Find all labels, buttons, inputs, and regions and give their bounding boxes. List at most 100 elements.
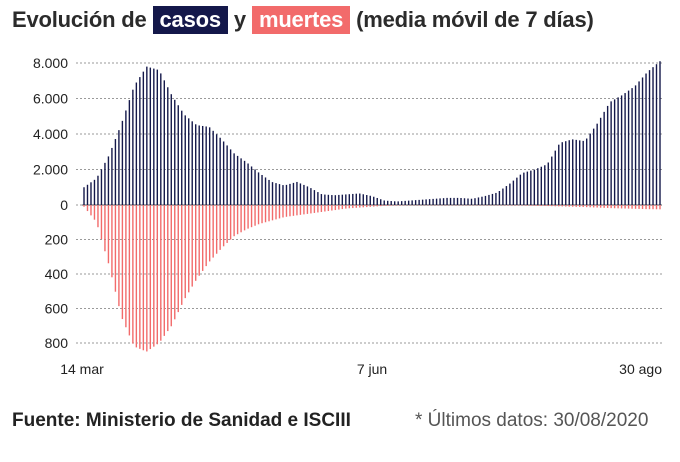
deaths-bar [338, 205, 340, 210]
deaths-bar [373, 205, 375, 207]
cases-bar [383, 200, 385, 205]
cases-bar [565, 141, 567, 205]
cases-bar [208, 127, 211, 205]
deaths-bar [540, 205, 543, 206]
deaths-bar [208, 205, 211, 262]
cases-bar [215, 134, 218, 205]
cases-bar [407, 200, 410, 205]
cases-bar [345, 194, 347, 205]
deaths-bar [575, 205, 577, 207]
deaths-bar [299, 205, 302, 215]
cases-bar [579, 140, 581, 205]
cases-bar [289, 183, 291, 205]
cases-bar [400, 201, 403, 205]
deaths-bar [229, 205, 232, 240]
deaths-bar [156, 205, 159, 345]
cases-bar [142, 71, 145, 205]
cases-bar [533, 169, 536, 205]
deaths-bar [219, 205, 221, 250]
cases-bar [449, 197, 452, 205]
x-axis-labels: 14 mar 7 jun 30 ago [60, 361, 662, 377]
cases-bar [613, 99, 616, 205]
deaths-bar [387, 205, 389, 206]
deaths-bar [624, 205, 626, 209]
cases-bar [275, 183, 277, 205]
deaths-bar [261, 205, 263, 224]
cases-bar [170, 94, 172, 205]
cases-bar [502, 188, 504, 205]
cases-bar [306, 186, 309, 205]
cases-bar [589, 133, 591, 205]
cases-bar [271, 182, 274, 205]
cases-bar [516, 177, 518, 205]
cases-bar [310, 188, 312, 205]
cases-bar [624, 93, 626, 205]
deaths-bar [390, 205, 392, 206]
cases-bar [404, 200, 406, 205]
deaths-bar [568, 205, 570, 207]
cases-bar [397, 201, 399, 205]
deaths-bar [278, 205, 281, 219]
cases-bar [551, 156, 553, 205]
cases-bar [226, 145, 228, 205]
cases-bar [387, 200, 389, 205]
deaths-bar [254, 205, 256, 226]
cases-bar [414, 200, 417, 205]
deaths-bar [306, 205, 309, 214]
cases-bar [282, 185, 284, 205]
deaths-bar [139, 205, 141, 349]
y-tick-label-cases: 4.000 [33, 126, 68, 142]
cases-bar [498, 191, 501, 205]
cases-bar [362, 194, 364, 205]
deaths-bar [547, 205, 549, 207]
cases-bar [582, 140, 584, 205]
deaths-bar [519, 205, 522, 206]
cases-bar [655, 64, 658, 205]
deaths-bar [264, 205, 267, 223]
cases-bar [634, 85, 637, 205]
deaths-bar [655, 205, 658, 210]
chart-title: Evolución de casos y muertes (media móvi… [12, 6, 594, 34]
cases-bar [177, 105, 179, 205]
deaths-bar [659, 205, 661, 210]
deaths-bar [376, 205, 378, 207]
cases-bar [352, 193, 354, 205]
deaths-bar [121, 205, 124, 320]
deaths-bar [174, 205, 176, 320]
cases-bar [261, 174, 263, 205]
cases-bar [160, 73, 162, 205]
deaths-bar [327, 205, 330, 212]
cases-bar [205, 126, 207, 205]
title-prefix: Evolución de [12, 7, 147, 32]
cases-bar [540, 166, 543, 205]
deaths-bar [236, 205, 239, 235]
cases-bar [390, 201, 392, 205]
deaths-bar [620, 205, 623, 209]
cases-bar [93, 179, 96, 205]
cases-bar [233, 153, 235, 205]
cases-bar [243, 160, 246, 205]
cases-bar [421, 199, 424, 205]
deaths-bar [275, 205, 277, 220]
deaths-bar [554, 205, 556, 207]
cases-bar [303, 184, 305, 205]
deaths-bar [599, 205, 602, 208]
deaths-bar [397, 205, 399, 206]
deaths-bar [289, 205, 291, 217]
deaths-bar [153, 205, 155, 347]
cases-bar [505, 186, 508, 205]
deaths-bar [247, 205, 249, 229]
cases-bar [118, 130, 120, 205]
deaths-bar [572, 205, 574, 207]
deaths-bar [509, 205, 511, 206]
cases-bar [348, 194, 351, 205]
deaths-bar [83, 205, 85, 207]
cases-bar [338, 194, 340, 205]
deaths-bar [201, 205, 204, 271]
y-tick-label-cases: 8.000 [33, 55, 68, 71]
deaths-bar [362, 205, 364, 208]
y-tick-label-deaths: 600 [45, 301, 69, 317]
cases-bar [610, 101, 612, 205]
cases-bar [181, 110, 183, 205]
cases-bar [250, 166, 253, 205]
